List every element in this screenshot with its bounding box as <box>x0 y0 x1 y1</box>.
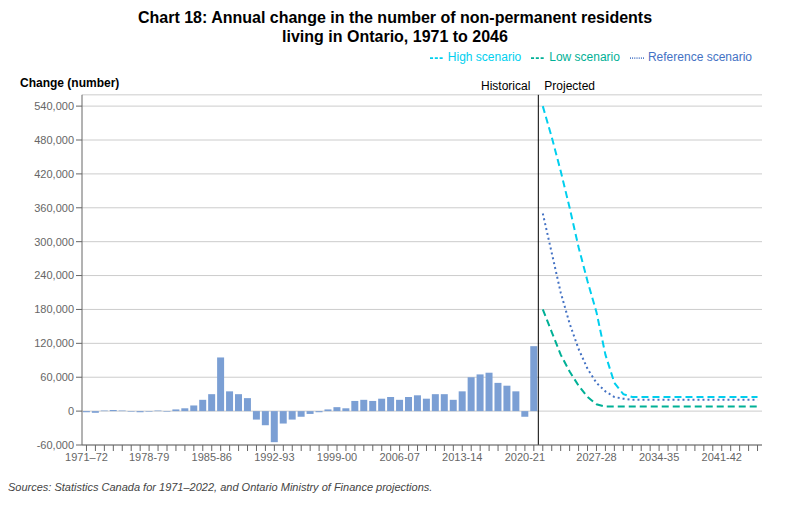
svg-text:2041-42: 2041-42 <box>702 451 742 463</box>
html-text:High scenario: High scenario <box>447 50 522 64</box>
svg-text:360,000: 360,000 <box>34 202 74 214</box>
svg-text:2034-35: 2034-35 <box>639 451 679 463</box>
svg-text:2013-14: 2013-14 <box>442 451 482 463</box>
svg-text:1999-00: 1999-00 <box>317 451 357 463</box>
html-text:Reference scenario: Reference scenario <box>647 50 752 64</box>
svg-text:300,000: 300,000 <box>34 236 74 248</box>
svg-text:420,000: 420,000 <box>34 168 74 180</box>
svg-text:-60,000: -60,000 <box>37 439 74 451</box>
svg-text:1978-79: 1978-79 <box>129 451 169 463</box>
svg-text:Change (number): Change (number) <box>20 76 119 90</box>
svg-text:120,000: 120,000 <box>34 337 74 349</box>
svg-text:180,000: 180,000 <box>34 303 74 315</box>
html-text:Chart 18: Annual change in the: Chart 18: Annual change in the number of… <box>137 9 653 45</box>
svg-text:60,000: 60,000 <box>40 371 74 383</box>
svg-text:Historical: Historical <box>481 79 530 93</box>
svg-text:540,000: 540,000 <box>34 100 74 112</box>
svg-text:0: 0 <box>68 405 74 417</box>
svg-text:Projected: Projected <box>544 79 595 93</box>
svg-text:1992-93: 1992-93 <box>254 451 294 463</box>
html-text:Sources: Statistics Canada for: Sources: Statistics Canada for 1971–2022… <box>8 481 433 493</box>
svg-text:2006-07: 2006-07 <box>379 451 419 463</box>
svg-text:1971–72: 1971–72 <box>65 451 108 463</box>
svg-text:480,000: 480,000 <box>34 134 74 146</box>
svg-text:2027-28: 2027-28 <box>576 451 616 463</box>
svg-text:2020-21: 2020-21 <box>505 451 545 463</box>
html-text:Low scenario: Low scenario <box>549 50 620 64</box>
svg-text:1985-86: 1985-86 <box>192 451 232 463</box>
svg-text:240,000: 240,000 <box>34 269 74 281</box>
